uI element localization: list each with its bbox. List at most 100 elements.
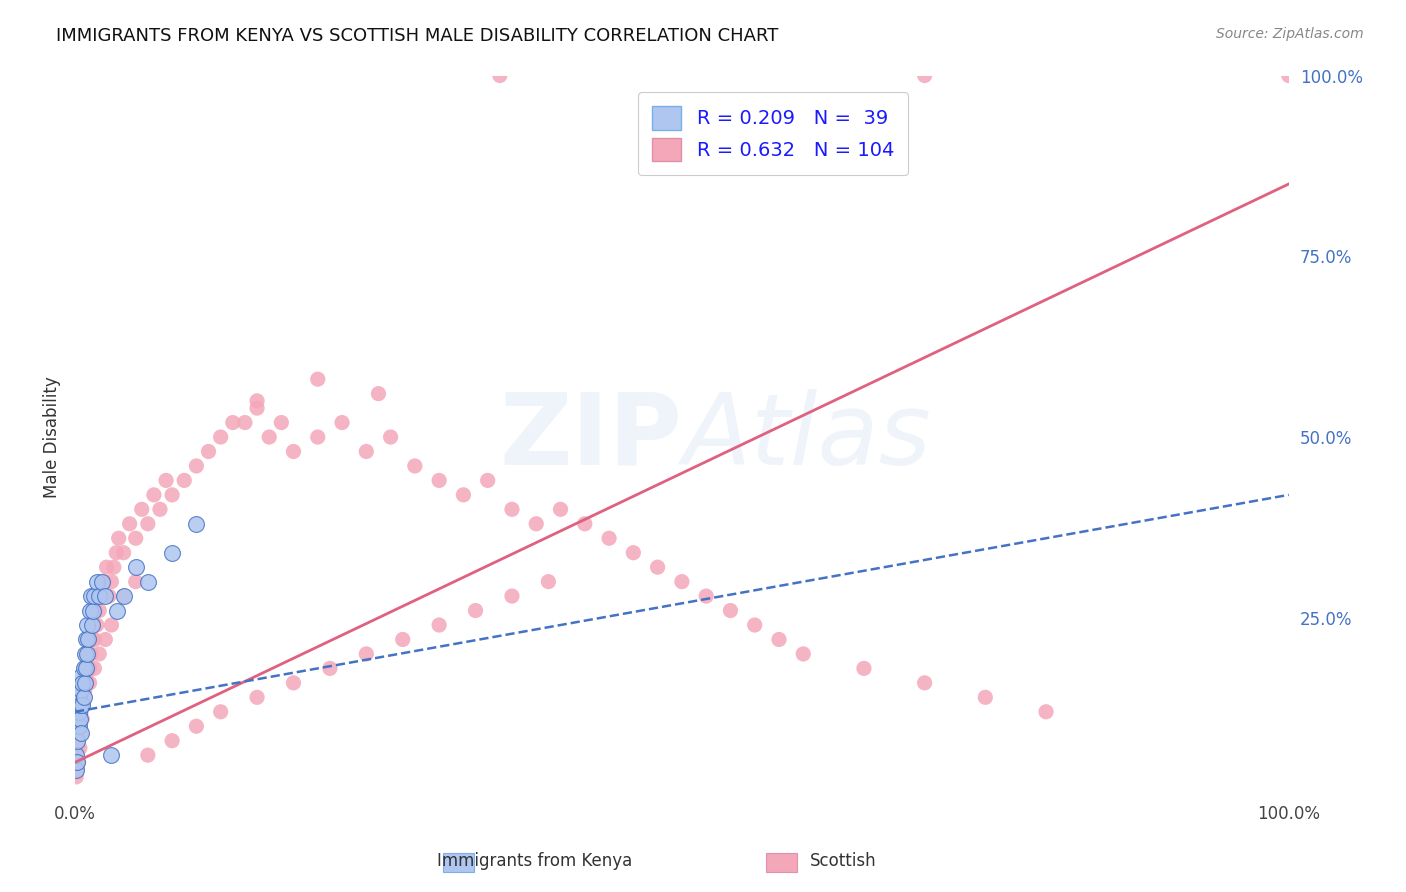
Point xyxy=(80,647,103,661)
Point xyxy=(222,416,245,430)
Point xyxy=(209,705,232,719)
Point xyxy=(89,603,111,617)
Point xyxy=(330,416,353,430)
Point xyxy=(66,733,89,747)
Point xyxy=(270,416,292,430)
Point xyxy=(67,719,90,733)
Point xyxy=(142,488,165,502)
Point xyxy=(70,726,93,740)
Text: Immigrants from Kenya: Immigrants from Kenya xyxy=(437,852,631,870)
Point xyxy=(186,719,208,733)
Point xyxy=(86,574,108,589)
Point xyxy=(100,748,122,763)
Point xyxy=(768,632,790,647)
Point xyxy=(82,618,104,632)
Point xyxy=(69,712,91,726)
Point xyxy=(70,683,93,698)
Point xyxy=(84,603,107,617)
Point xyxy=(87,589,110,603)
Point xyxy=(550,502,572,516)
Point xyxy=(160,733,183,747)
Point xyxy=(76,676,98,690)
Text: IMMIGRANTS FROM KENYA VS SCOTTISH MALE DISABILITY CORRELATION CHART: IMMIGRANTS FROM KENYA VS SCOTTISH MALE D… xyxy=(56,27,779,45)
Point xyxy=(112,589,135,603)
Point xyxy=(720,603,742,617)
Point xyxy=(72,690,94,705)
Point xyxy=(427,474,450,488)
Point xyxy=(72,676,94,690)
Point xyxy=(453,488,475,502)
Y-axis label: Male Disability: Male Disability xyxy=(44,376,60,498)
Point xyxy=(77,632,100,647)
Point xyxy=(73,661,96,675)
Point xyxy=(404,458,426,473)
Point xyxy=(155,474,177,488)
Point xyxy=(94,632,117,647)
Point xyxy=(574,516,596,531)
Point xyxy=(72,661,94,675)
Point xyxy=(70,705,93,719)
Point xyxy=(112,546,135,560)
Point xyxy=(118,516,141,531)
Point xyxy=(80,632,103,647)
Point xyxy=(914,69,936,83)
Point xyxy=(100,574,122,589)
Point xyxy=(65,748,87,763)
Point xyxy=(125,574,148,589)
Point xyxy=(149,502,172,516)
Point xyxy=(744,618,766,632)
Point xyxy=(246,401,269,416)
Point xyxy=(67,756,90,770)
Point xyxy=(73,647,96,661)
Point xyxy=(75,668,97,682)
Point xyxy=(79,676,101,690)
Point xyxy=(70,668,93,682)
Point xyxy=(82,603,104,617)
Point xyxy=(72,712,94,726)
Point xyxy=(96,560,118,574)
Point xyxy=(136,574,159,589)
Point xyxy=(83,589,105,603)
Point xyxy=(537,574,560,589)
Point xyxy=(356,444,378,458)
Point xyxy=(695,589,717,603)
Point xyxy=(197,444,219,458)
Point xyxy=(319,661,342,675)
Point xyxy=(83,632,105,647)
Point xyxy=(69,698,91,712)
Point xyxy=(80,589,103,603)
Point xyxy=(391,632,413,647)
Point xyxy=(112,589,135,603)
Point xyxy=(524,516,547,531)
Point xyxy=(70,726,93,740)
Point xyxy=(186,458,208,473)
Point xyxy=(173,474,195,488)
Point xyxy=(72,676,94,690)
Point xyxy=(89,589,111,603)
Point xyxy=(66,748,89,763)
Point xyxy=(100,618,122,632)
Point xyxy=(852,661,875,675)
Point xyxy=(246,393,269,408)
Point xyxy=(131,502,153,516)
Point xyxy=(477,474,499,488)
Text: Source: ZipAtlas.com: Source: ZipAtlas.com xyxy=(1216,27,1364,41)
Point xyxy=(792,647,814,661)
Point xyxy=(77,632,100,647)
Point xyxy=(98,589,121,603)
Point xyxy=(257,430,280,444)
Point xyxy=(66,763,89,777)
Text: Atlas: Atlas xyxy=(682,389,931,485)
Point xyxy=(65,763,87,777)
Point xyxy=(89,647,111,661)
Point xyxy=(186,516,208,531)
Point xyxy=(76,647,98,661)
Point xyxy=(621,546,644,560)
Point xyxy=(136,516,159,531)
Point xyxy=(105,546,128,560)
Legend: R = 0.209   N =  39, R = 0.632   N = 104: R = 0.209 N = 39, R = 0.632 N = 104 xyxy=(638,93,908,175)
Point xyxy=(671,574,693,589)
Point xyxy=(76,647,98,661)
Point xyxy=(69,740,91,755)
Point xyxy=(67,705,90,719)
